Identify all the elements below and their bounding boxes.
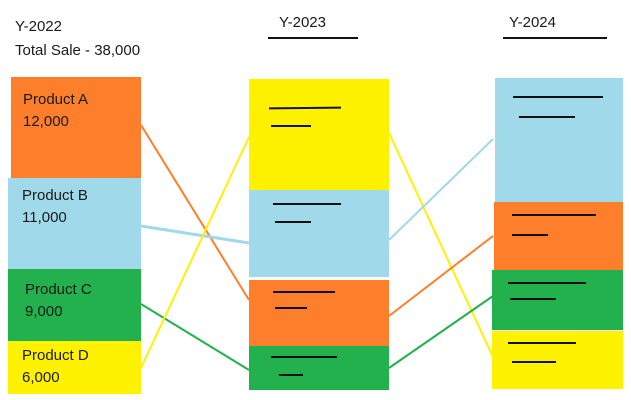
connector-product-a-2022-2023 xyxy=(140,124,250,301)
year-2024-label: Y-2024 xyxy=(509,14,556,31)
product-d-2023-box xyxy=(249,79,389,190)
product-a-name: Product A xyxy=(23,91,89,108)
redaction-mark xyxy=(271,356,337,358)
product-a-2024-box xyxy=(494,202,623,270)
redaction-mark xyxy=(275,221,311,223)
product-d-name: Product D xyxy=(22,347,89,364)
redaction-mark xyxy=(508,282,586,284)
product-d-2022-box: Product D 6,000 xyxy=(8,341,141,394)
product-c-2023-box xyxy=(249,346,389,390)
redaction-mark xyxy=(519,116,575,118)
year-2023-underline xyxy=(268,37,358,39)
connector-product-d-2023-2024 xyxy=(388,132,494,358)
redaction-mark xyxy=(273,203,341,205)
product-b-value: 11,000 xyxy=(22,208,67,226)
connector-product-a-2023-2024 xyxy=(388,235,494,317)
redaction-mark xyxy=(513,96,603,98)
year-2024-underline xyxy=(503,37,607,39)
product-b-2024-box xyxy=(495,78,623,202)
redaction-mark xyxy=(512,234,548,236)
product-a-2023-box xyxy=(249,280,389,346)
redaction-mark xyxy=(273,291,335,293)
year-2022-label: Y-2022 xyxy=(15,18,62,35)
product-c-name: Product C xyxy=(25,281,92,298)
product-b-2023-box xyxy=(249,190,389,277)
connector-product-b-2022-2023 xyxy=(140,224,250,245)
redaction-mark xyxy=(279,374,303,376)
redaction-mark xyxy=(512,361,556,363)
product-b-2022-box: Product B 11,000 xyxy=(8,178,141,269)
redaction-mark xyxy=(510,298,556,300)
product-d-2024-box xyxy=(492,331,623,389)
product-c-2022-box: Product C 9,000 xyxy=(8,269,141,341)
product-c-value: 9,000 xyxy=(25,302,63,320)
connector-product-b-2023-2024 xyxy=(388,138,494,241)
product-d-value: 6,000 xyxy=(22,368,60,386)
product-a-2022-box: Product A 12,000 xyxy=(11,77,141,178)
year-2023-label: Y-2023 xyxy=(279,14,326,31)
connector-product-d-2022-2023 xyxy=(140,136,250,369)
redaction-mark xyxy=(275,307,307,309)
redaction-mark xyxy=(508,342,576,344)
product-a-value: 12,000 xyxy=(23,112,69,130)
product-c-2024-box xyxy=(492,270,623,330)
redaction-mark xyxy=(268,106,342,110)
connector-product-c-2022-2023 xyxy=(140,303,250,371)
total-sale-label: Total Sale - 38,000 xyxy=(15,42,141,59)
redaction-mark xyxy=(512,214,596,216)
product-b-name: Product B xyxy=(22,187,88,204)
connector-product-c-2023-2024 xyxy=(388,295,494,369)
redaction-mark xyxy=(271,125,311,127)
